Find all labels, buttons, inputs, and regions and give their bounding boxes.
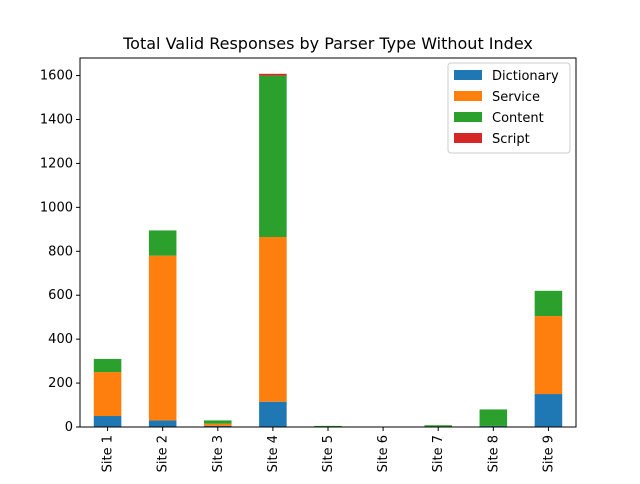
chart-title: Total Valid Responses by Parser Type Wit… [122,34,533,53]
y-tick-label: 600 [48,288,73,303]
y-axis: 0 200 400 600 800 1000 1200 1400 1600 [40,69,80,435]
bar-content-site-8 [480,409,508,425]
bar-service-site-1 [94,372,122,416]
bar-service-site-4 [259,237,287,402]
x-tick-label: Site 4 [266,435,281,472]
legend-swatch [454,91,482,101]
x-tick-label: Site 2 [156,435,171,472]
legend-swatch [454,112,482,122]
legend-swatch [454,70,482,80]
bar-content-site-1 [94,359,122,372]
bar-service-site-9 [535,316,563,394]
bar-service-site-3 [204,424,232,426]
y-tick-label: 1400 [40,113,73,128]
x-tick-label: Site 3 [211,435,226,472]
legend-label: Dictionary [492,69,559,84]
bar-dictionary-site-4 [259,402,287,427]
legend-label: Content [492,111,544,126]
x-tick-label: Site 5 [321,435,336,472]
bar-dictionary-site-1 [94,416,122,427]
legend-label: Script [492,132,530,147]
bar-service-site-2 [149,256,177,421]
x-axis: Site 1 Site 2 Site 3 Site 4 Site 5 Site 6 Site… [101,427,557,472]
bar-content-site-2 [149,230,177,255]
bar-content-site-3 [204,420,232,423]
x-tick-label: Site 1 [101,435,116,472]
y-tick-label: 1000 [40,200,73,215]
y-tick-label: 1200 [40,156,73,171]
legend-label: Service [492,90,540,105]
y-tick-label: 400 [48,332,73,347]
x-tick-label: Site 9 [541,435,556,472]
legend-swatch [454,133,482,143]
y-tick-label: 800 [48,244,73,259]
y-tick-label: 0 [65,420,73,435]
y-tick-label: 200 [48,376,73,391]
x-tick-label: Site 7 [431,435,446,472]
legend: Dictionary Service Content Script [448,63,570,153]
bar-dictionary-site-2 [149,420,177,427]
x-tick-label: Site 8 [486,435,501,472]
bar-content-site-4 [259,76,287,237]
bar-content-site-5 [314,426,342,427]
bar-script-site-4 [259,74,287,76]
bar-content-site-9 [535,291,563,316]
bar-dictionary-site-9 [535,394,563,427]
x-tick-label: Site 6 [376,435,391,472]
y-tick-label: 1600 [40,69,73,84]
bar-content-site-7 [424,425,452,426]
